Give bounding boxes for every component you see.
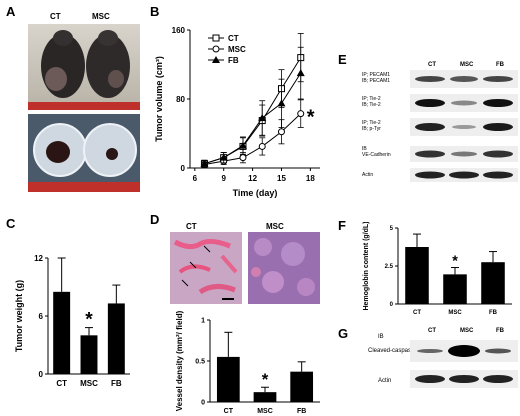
bar [405, 247, 429, 304]
point-fb [238, 141, 247, 149]
blot-row-label-ptyr: IP; Tie-2 IB; p-Tyr [362, 120, 381, 132]
histology-msc-image [248, 232, 320, 304]
x-tick-label: CT [56, 379, 67, 388]
x-tick-label: 12 [248, 174, 257, 183]
panel-letter-a: A [6, 4, 16, 19]
photo-label-msc: MSC [92, 12, 110, 21]
y-tick-label: 0 [201, 399, 205, 406]
bar [80, 335, 98, 374]
tumor-weight-bar-chart: 0 6 12 CT MSC * FB Tumor weight (g) [14, 254, 130, 388]
western-blot-e [410, 70, 518, 182]
x-tick-label: 15 [277, 174, 286, 183]
panel-letter-b: B [150, 4, 160, 19]
point-fb [200, 159, 209, 167]
point-fb [258, 113, 267, 121]
y-axis-label: Vessel density (mm²/ field) [175, 310, 184, 411]
point-fb [296, 69, 305, 77]
y-tick-label: 80 [176, 95, 185, 104]
y-tick-label: 6 [39, 312, 44, 321]
x-tick-label: MSC [80, 379, 98, 388]
y-tick-label: 2.5 [385, 264, 394, 270]
blot-row-label-actin: Actin [362, 172, 374, 178]
point-msc [297, 110, 305, 118]
x-tick-label: CT [413, 310, 421, 316]
y-axis-label: Tumor weight (g) [14, 280, 24, 352]
legend-marker [212, 56, 220, 63]
blot-g-ib-label: IB [378, 334, 384, 340]
y-tick-label: 5 [390, 226, 394, 232]
legend-marker [212, 34, 220, 42]
bar [290, 371, 314, 402]
x-tick-label: 18 [306, 174, 315, 183]
bar [253, 392, 277, 402]
legend-marker [212, 45, 220, 53]
point-msc [258, 142, 266, 150]
histology-label-msc: MSC [266, 222, 284, 231]
legend-label: CT [228, 34, 239, 43]
y-tick-label: 0 [181, 164, 186, 173]
blot-e-lane-ct: CT [428, 62, 436, 68]
point-msc [239, 154, 247, 162]
panel-letter-f: F [338, 218, 346, 233]
panel-letter-g: G [338, 326, 349, 341]
blot-g-lane-ct: CT [428, 328, 436, 334]
x-tick-label: FB [489, 310, 498, 316]
significance-mark: * [452, 254, 458, 270]
blot-e-lane-fb: FB [496, 62, 504, 68]
point-msc [277, 128, 285, 136]
panel-letter-e: E [338, 52, 347, 67]
y-tick-label: 12 [34, 254, 43, 263]
photo-label-ct: CT [50, 12, 61, 21]
x-tick-label: FB [297, 408, 306, 415]
point-fb [219, 153, 228, 161]
significance-mark: * [307, 107, 315, 129]
vessel-density-bar-chart: 0 0.5 1 CT MSC * FB Vessel density (mm²/ field) [175, 310, 320, 415]
blot-row-label-tie2: IP; Tie-2 IB; Tie-2 [362, 96, 381, 108]
blot-g-lane-msc: MSC [460, 328, 474, 334]
significance-mark: * [262, 370, 269, 389]
legend-label: MSC [228, 45, 246, 54]
series-line-fb [204, 72, 302, 165]
panel-letter-d: D [150, 212, 160, 227]
western-blot-g [410, 340, 518, 388]
x-tick-label: 6 [193, 174, 198, 183]
series-line-ct [204, 57, 302, 165]
series-line-msc [204, 113, 302, 166]
x-tick-label: MSC [448, 310, 462, 316]
x-tick-label: FB [111, 379, 122, 388]
blot-g-row-caspase: Cleaved-caspase 3 [368, 348, 420, 354]
blot-e-lane-msc: MSC [460, 62, 474, 68]
legend-label: FB [228, 56, 239, 65]
tumor-volume-line-chart: 0 80 160 6 9 12 15 18 Time (day) Tumor volume (cm… [154, 26, 320, 198]
y-axis-label: Tumor volume (cm³) [154, 56, 164, 142]
x-tick-label: CT [224, 408, 234, 415]
blot-row-label-pecam1: IP; PECAM1 IB; PECAM1 [362, 72, 391, 84]
bar [481, 262, 505, 304]
bar [216, 356, 240, 402]
hemoglobin-bar-chart: 0 2.5 5 CT MSC * FB Hemoglobin content (g/dL) [363, 222, 512, 316]
bar [443, 274, 467, 304]
significance-mark: * [85, 310, 93, 331]
histology-label-ct: CT [186, 222, 197, 231]
y-tick-label: 160 [172, 26, 186, 35]
histology-ct-image [170, 232, 242, 304]
point-fb [277, 99, 286, 107]
x-axis-label: Time (day) [233, 188, 278, 198]
y-tick-label: 0 [39, 370, 44, 379]
blot-g-lane-fb: FB [496, 328, 504, 334]
bar [53, 291, 71, 374]
y-axis-label: Hemoglobin content (g/dL) [363, 222, 370, 311]
panel-letter-c: C [6, 216, 16, 231]
mice-photo [28, 24, 140, 110]
bar [107, 303, 125, 374]
y-tick-label: 0.5 [195, 358, 205, 365]
tumor-photo [28, 114, 140, 192]
blot-row-label-vecadherin: IB VE-Cadherin [362, 146, 391, 158]
x-tick-label: MSC [257, 408, 273, 415]
x-tick-label: 9 [221, 174, 226, 183]
y-tick-label: 1 [201, 317, 205, 324]
blot-g-row-actin: Actin [378, 378, 392, 384]
y-tick-label: 0 [390, 302, 394, 308]
